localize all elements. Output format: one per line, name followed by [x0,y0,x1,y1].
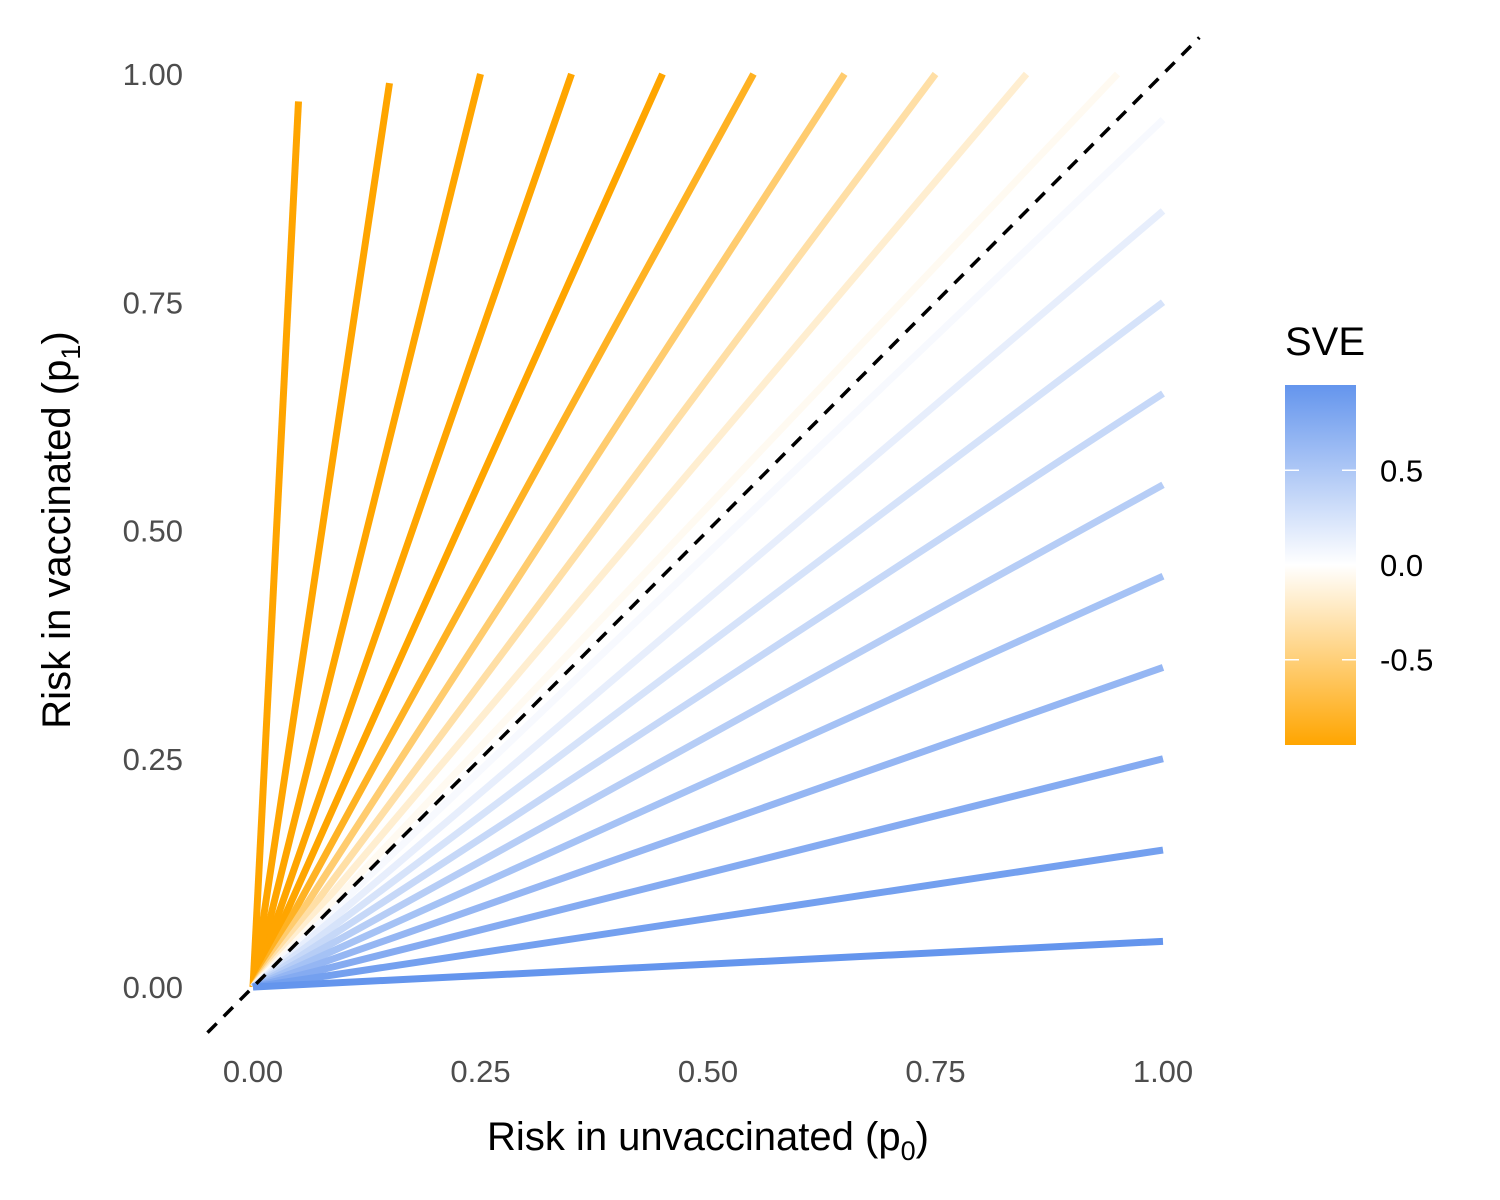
y-tick-label: 1.00 [123,57,183,92]
series-line-2 [249,73,484,988]
series-line-7 [250,71,939,990]
series-line-11 [250,208,1166,990]
y-axis-title: Risk in vaccinated (p1) [35,331,86,728]
series-line-12 [250,299,1166,990]
legend: SVE 0.5 0.0 -0.5 [1285,320,1433,745]
series-line-6 [250,72,848,989]
series-lines [249,71,1166,991]
legend-tick-label: 0.5 [1380,453,1423,488]
series-line-8 [250,71,1030,990]
series-line-0 [249,101,302,988]
series-line-17 [252,755,1164,991]
x-tick-label: 0.50 [678,1054,738,1089]
x-axis: 0.00 0.25 0.50 0.75 1.00 Risk in unvacci… [223,1054,1193,1166]
identity-reference-line [206,36,1201,1034]
series-line-5 [249,72,757,989]
y-tick-label: 0.00 [123,970,183,1005]
x-tick-label: 0.00 [223,1054,283,1089]
series-line-4 [249,72,666,989]
legend-ticks [1285,469,1356,661]
x-axis-title: Risk in unvaccinated (p0) [487,1115,929,1166]
series-line-9 [250,71,1121,990]
y-tick-label: 0.75 [123,285,183,320]
series-line-13 [251,390,1165,990]
series-line-16 [251,664,1165,991]
x-tick-label: 0.75 [905,1054,965,1089]
series-line-1 [249,82,393,988]
series-line-10 [250,117,1166,990]
legend-tick-label: 0.0 [1380,548,1423,583]
legend-title: SVE [1285,320,1365,364]
series-line-15 [251,572,1165,991]
y-axis: 0.00 0.25 0.50 0.75 1.00 Risk in vaccina… [35,57,183,1005]
x-tick-label: 1.00 [1133,1054,1193,1089]
y-tick-label: 0.50 [123,514,183,549]
legend-tick-label: -0.5 [1380,643,1433,678]
x-tick-label: 0.25 [450,1054,510,1089]
series-line-19 [252,937,1164,991]
series-line-14 [251,481,1165,991]
series-line-18 [252,846,1164,991]
series-line-3 [249,72,575,989]
y-tick-label: 0.25 [123,742,183,777]
